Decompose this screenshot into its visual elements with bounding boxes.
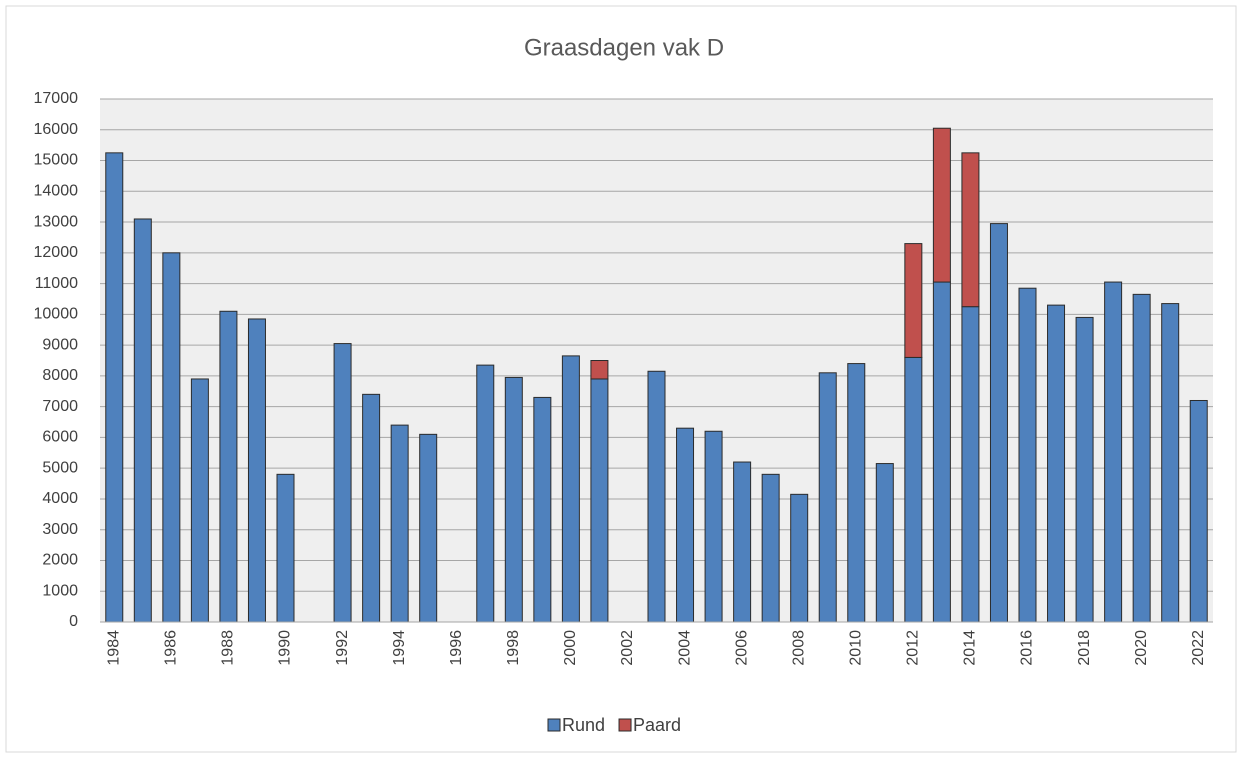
x-tick-label: 2000 [562, 630, 579, 666]
y-tick-label: 7000 [42, 398, 78, 415]
bar-segment [1075, 316, 1094, 623]
y-tick-label: 3000 [42, 521, 78, 538]
bar-segment [561, 355, 580, 623]
bar-segment [162, 252, 181, 623]
y-tick-label: 2000 [42, 552, 78, 569]
x-tick-label: 1990 [277, 630, 294, 666]
x-tick-label: 2016 [1019, 630, 1036, 666]
y-tick-label: 9000 [42, 336, 78, 353]
bar-segment [247, 318, 266, 623]
x-tick-label: 2014 [962, 630, 979, 666]
legend-label: Paard [633, 715, 681, 735]
y-tick-label: 6000 [42, 429, 78, 446]
x-tick-label: 1992 [334, 630, 351, 666]
bar-segment [761, 473, 780, 623]
bar-segment [704, 430, 723, 623]
bar-segment [1189, 399, 1208, 623]
bar-segment [818, 372, 837, 623]
x-tick-label: 1984 [105, 630, 122, 666]
y-tick-label: 10000 [34, 306, 79, 323]
bar-segment [932, 127, 951, 283]
bar-segment [333, 343, 352, 623]
x-tick-label: 2010 [847, 630, 864, 666]
bar-segment [875, 463, 894, 623]
x-tick-label: 1988 [220, 630, 237, 666]
y-tick-label: 17000 [34, 90, 79, 107]
y-tick-label: 5000 [42, 459, 78, 476]
bar-segment [190, 378, 209, 623]
x-tick-label: 2020 [1133, 630, 1150, 666]
y-tick-label: 11000 [35, 275, 78, 292]
x-tick-label: 2002 [619, 630, 636, 666]
bar-segment [904, 243, 923, 358]
legend-label: Rund [562, 715, 605, 735]
bar-segment [961, 306, 980, 623]
x-tick-label: 2012 [905, 630, 922, 666]
bar-segment [790, 493, 809, 623]
bar-segment [961, 152, 980, 308]
bar-segment [733, 461, 752, 623]
x-tick-label: 2008 [790, 630, 807, 666]
y-tick-label: 8000 [42, 367, 78, 384]
bar-segment [476, 364, 495, 623]
y-tick-label: 4000 [42, 490, 78, 507]
x-tick-label: 2004 [676, 630, 693, 666]
x-tick-label: 1996 [448, 630, 465, 666]
bar-segment [133, 218, 152, 623]
bar-segment [105, 152, 124, 623]
x-tick-label: 1998 [505, 630, 522, 666]
x-tick-label: 2006 [733, 630, 750, 666]
bar-segment [1104, 281, 1123, 623]
bar-segment [847, 363, 866, 623]
y-tick-label: 0 [69, 613, 78, 630]
bar-segment [390, 424, 409, 623]
bar-segment [362, 393, 381, 623]
x-tick-label: 1986 [163, 630, 180, 666]
bar-segment [1132, 293, 1151, 623]
chart-title: Graasdagen vak D [524, 34, 724, 61]
y-tick-label: 14000 [34, 183, 79, 200]
bar-segment [1047, 304, 1066, 623]
bar-segment [904, 356, 923, 623]
y-tick-label: 16000 [34, 121, 79, 138]
bar-segment [276, 473, 295, 623]
bar-segment [932, 281, 951, 623]
y-tick-label: 1000 [42, 582, 78, 599]
bar-segment [989, 223, 1008, 623]
bar-segment [219, 310, 238, 623]
bar-segment [1161, 303, 1180, 623]
bar-segment [533, 396, 552, 623]
legend-swatch [547, 718, 561, 732]
bar-segment [676, 427, 695, 623]
bar-segment [590, 378, 609, 623]
y-tick-label: 12000 [34, 244, 79, 261]
bar-segment [590, 360, 609, 380]
x-tick-label: 1994 [391, 630, 408, 666]
x-tick-label: 2018 [1076, 630, 1093, 666]
y-tick-label: 13000 [34, 213, 79, 230]
x-tick-label: 2022 [1190, 630, 1207, 666]
y-tick-label: 15000 [34, 152, 79, 169]
legend-swatch [618, 718, 632, 732]
bar-segment [1018, 287, 1037, 623]
bar-segment [504, 376, 523, 623]
bar-segment [647, 370, 666, 623]
bar-segment [419, 433, 438, 623]
